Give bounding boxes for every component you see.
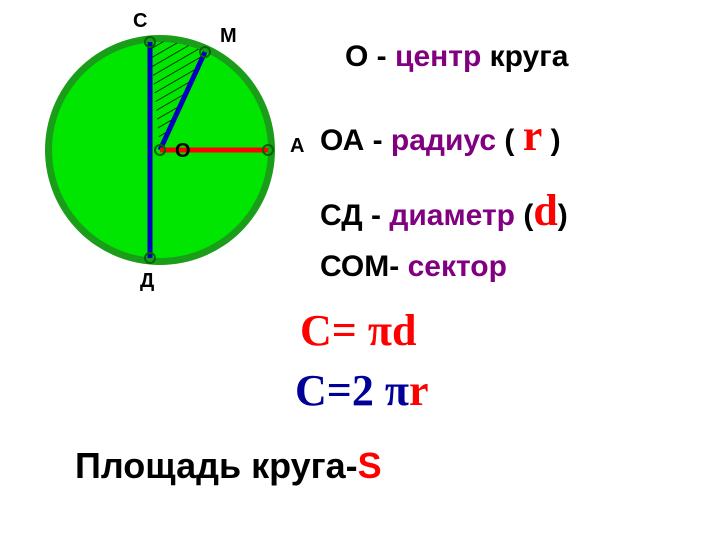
- label-a: А: [290, 135, 304, 158]
- line-diameter-mid: диаметр: [389, 199, 515, 232]
- line-radius-mid: радиус: [391, 124, 496, 157]
- label-o: О: [175, 140, 191, 163]
- line-sector: СОМ- сектор: [320, 250, 507, 284]
- formula-c-pid-a: С= π: [300, 306, 392, 355]
- line-diameter-post2: ): [558, 199, 568, 232]
- circle-svg: [40, 20, 300, 300]
- label-m: М: [220, 25, 237, 48]
- line-diameter: СД - диаметр (d): [320, 185, 568, 236]
- line-center-mid: центр: [395, 40, 481, 73]
- line-radius-post2: ): [542, 124, 560, 157]
- line-diameter-pre: СД -: [320, 199, 389, 232]
- diameter-symbol: d: [533, 186, 557, 235]
- line-sector-mid: сектор: [408, 250, 507, 283]
- line-center-post: круга: [481, 40, 568, 73]
- line-center: О - центр круга: [345, 40, 568, 74]
- formula-c-pid-b: d: [392, 306, 416, 355]
- radius-symbol: r: [523, 111, 543, 160]
- line-radius-post1: (: [496, 124, 523, 157]
- label-d: Д: [140, 270, 154, 293]
- line-sector-pre: СОМ-: [320, 250, 408, 283]
- line-radius-pre: ОА -: [320, 124, 391, 157]
- area-symbol: S: [358, 445, 382, 486]
- circle-diagram: О А С Д М: [40, 20, 300, 305]
- formula-c-2pir: С=2 πr: [295, 365, 428, 416]
- label-c: С: [133, 10, 147, 33]
- formula-c-2pir-b: r: [409, 366, 429, 415]
- formula-c-pid: С= πd: [300, 305, 416, 356]
- line-radius: ОА - радиус ( r ): [320, 110, 561, 161]
- line-diameter-post1: (: [515, 199, 533, 232]
- line-center-pre: О -: [345, 40, 395, 73]
- formula-c-2pir-a: С=2 π: [295, 366, 409, 415]
- area-line: Площадь круга-S: [75, 445, 382, 487]
- area-text: Площадь круга-: [75, 445, 358, 486]
